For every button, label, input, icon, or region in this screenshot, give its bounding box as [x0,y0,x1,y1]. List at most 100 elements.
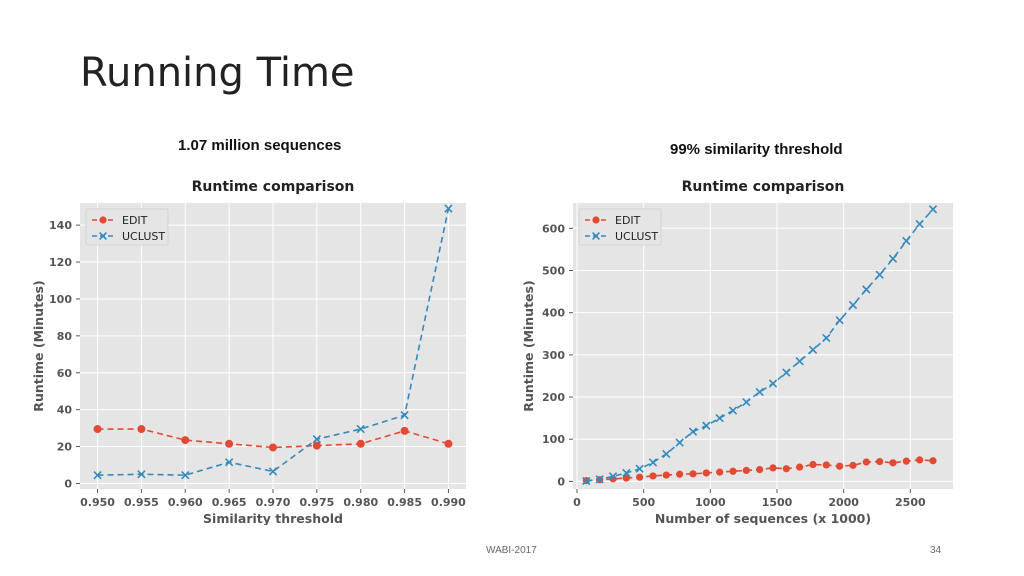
data-point-uclust [268,467,278,476]
x-tick-label: 2500 [895,496,926,509]
data-point-uclust [675,438,684,447]
data-point-uclust [356,424,365,434]
footer-conference: WABI-2017 [486,545,537,556]
data-point-uclust [224,458,234,467]
data-point-edit [702,469,710,477]
data-point-edit [862,458,870,466]
x-tick-label: 1000 [695,496,726,509]
chart-title: Runtime comparison [682,179,845,195]
y-tick-label: 140 [49,219,72,232]
y-tick-label: 0 [557,475,565,488]
y-tick-label: 100 [49,293,72,306]
right-chart-caption: 99% similarity threshold [670,141,843,158]
data-point-edit [312,441,321,450]
data-point-edit [93,425,102,434]
data-point-uclust [808,345,818,354]
data-point-edit [729,467,737,475]
y-tick-label: 600 [542,222,565,235]
y-axis-label: Runtime (Minutes) [31,280,46,411]
data-point-uclust [902,236,911,246]
data-point-edit [137,425,146,434]
slide-title: Running Time [80,50,355,96]
x-tick-label: 0 [573,496,581,509]
data-point-edit [916,456,924,464]
data-point-edit [716,468,724,476]
data-point-uclust [400,411,409,420]
data-point-edit [181,436,190,445]
data-point-edit [662,471,670,479]
data-point-edit [836,462,844,470]
data-point-edit [769,464,777,472]
data-point-edit [929,457,937,465]
data-point-edit [742,466,750,475]
data-point-edit [849,461,857,469]
data-point-uclust [622,468,631,478]
data-point-edit [876,457,884,466]
y-tick-label: 200 [542,391,565,404]
data-point-uclust [312,435,322,444]
legend-label-edit: EDIT [615,214,641,227]
left-chart-caption: 1.07 million sequences [178,137,342,154]
data-point-edit [269,443,277,452]
data-point-edit [796,463,804,471]
data-point-uclust [444,204,453,213]
data-point-uclust [702,421,711,430]
data-point-uclust [582,476,591,486]
data-point-uclust [848,300,858,310]
data-point-uclust [768,379,778,388]
data-point-uclust [662,449,671,459]
y-tick-label: 0 [64,477,72,490]
x-tick-label: 0.955 [124,496,159,509]
data-point-uclust [648,458,658,467]
data-point-edit [902,457,910,465]
data-point-edit [889,459,897,467]
data-point-uclust [715,413,724,423]
series-line-edit [97,428,449,449]
x-tick-label: 0.970 [256,496,291,509]
y-axis-label: Runtime (Minutes) [521,280,536,411]
x-tick-label: 2000 [828,496,859,509]
number-of-sequences-chart: 0 500 1000 1500 2000 2500 0 100 200 300 400 500 600 R… [521,179,953,525]
data-point-uclust [888,254,898,263]
y-tick-label: 300 [542,349,565,362]
x-tick-label: 0.975 [299,496,334,509]
x-tick-label: 1500 [762,496,793,509]
series-line-uclust [586,208,934,482]
x-tick-label: 0.985 [387,496,422,509]
data-point-edit [225,439,234,448]
legend-marker-uclust [592,232,600,240]
legend-label-edit: EDIT [122,214,148,227]
data-point-edit [782,465,790,473]
legend-label-uclust: UCLUST [122,230,165,243]
similarity-threshold-chart: 0.950 0.955 0.960 0.965 0.970 0.975 0.980 0.985… [31,179,466,525]
data-point-edit [649,472,657,480]
data-point-edit [822,461,830,469]
data-point-edit [400,426,409,435]
data-point-uclust [635,464,644,473]
data-point-edit [636,473,644,481]
data-point-edit [356,439,365,448]
plot-area [573,203,953,489]
legend-marker-edit [592,216,600,224]
x-tick-label: 0.960 [168,496,203,509]
data-point-edit [444,439,453,448]
legend-box [85,208,169,246]
y-tick-label: 20 [57,441,73,454]
y-tick-label: 40 [57,404,73,417]
data-point-edit [676,470,684,478]
y-tick-label: 500 [542,264,565,277]
data-point-edit [809,460,817,469]
x-tick-label: 0.950 [80,496,115,509]
x-tick-label: 0.980 [343,496,378,509]
chart-title: Runtime comparison [192,179,355,195]
data-point-uclust [93,470,102,480]
y-tick-label: 60 [57,367,73,380]
data-point-uclust [755,387,764,397]
data-point-uclust [835,316,844,325]
data-point-edit [756,465,764,474]
legend: EDIT UCLUST [85,208,169,246]
legend: EDIT UCLUST [578,208,662,246]
data-point-edit [622,474,630,482]
data-point-uclust [915,219,924,229]
data-point-edit [689,470,697,478]
